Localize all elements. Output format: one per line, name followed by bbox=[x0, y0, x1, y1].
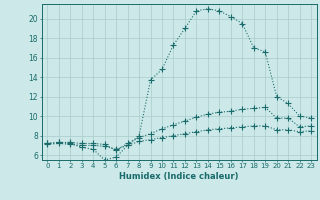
X-axis label: Humidex (Indice chaleur): Humidex (Indice chaleur) bbox=[119, 172, 239, 181]
